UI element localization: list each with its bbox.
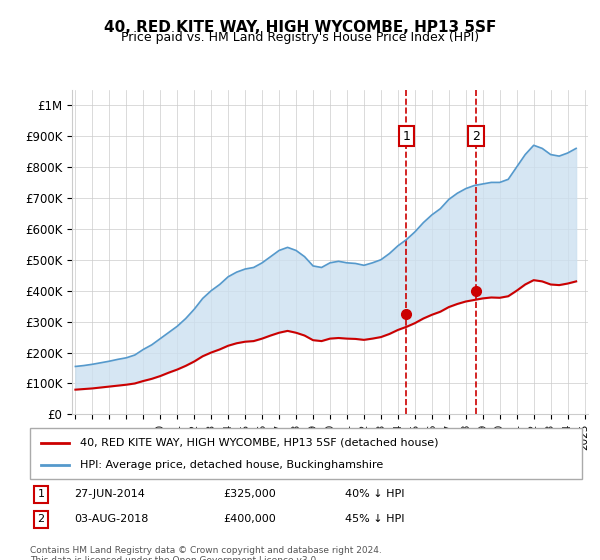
FancyBboxPatch shape [30,428,582,479]
Text: £325,000: £325,000 [223,489,276,499]
Text: 27-JUN-2014: 27-JUN-2014 [74,489,145,499]
Text: HPI: Average price, detached house, Buckinghamshire: HPI: Average price, detached house, Buck… [80,460,383,470]
Text: 2: 2 [37,515,44,524]
Text: 1: 1 [38,489,44,499]
Text: 40, RED KITE WAY, HIGH WYCOMBE, HP13 5SF: 40, RED KITE WAY, HIGH WYCOMBE, HP13 5SF [104,20,496,35]
Text: 2: 2 [472,129,480,142]
Text: 03-AUG-2018: 03-AUG-2018 [74,515,149,524]
Text: 40% ↓ HPI: 40% ↓ HPI [344,489,404,499]
Text: Contains HM Land Registry data © Crown copyright and database right 2024.
This d: Contains HM Land Registry data © Crown c… [30,546,382,560]
Text: 45% ↓ HPI: 45% ↓ HPI [344,515,404,524]
Text: Price paid vs. HM Land Registry's House Price Index (HPI): Price paid vs. HM Land Registry's House … [121,31,479,44]
Text: 40, RED KITE WAY, HIGH WYCOMBE, HP13 5SF (detached house): 40, RED KITE WAY, HIGH WYCOMBE, HP13 5SF… [80,437,438,447]
Text: 1: 1 [403,129,410,142]
Text: £400,000: £400,000 [223,515,276,524]
